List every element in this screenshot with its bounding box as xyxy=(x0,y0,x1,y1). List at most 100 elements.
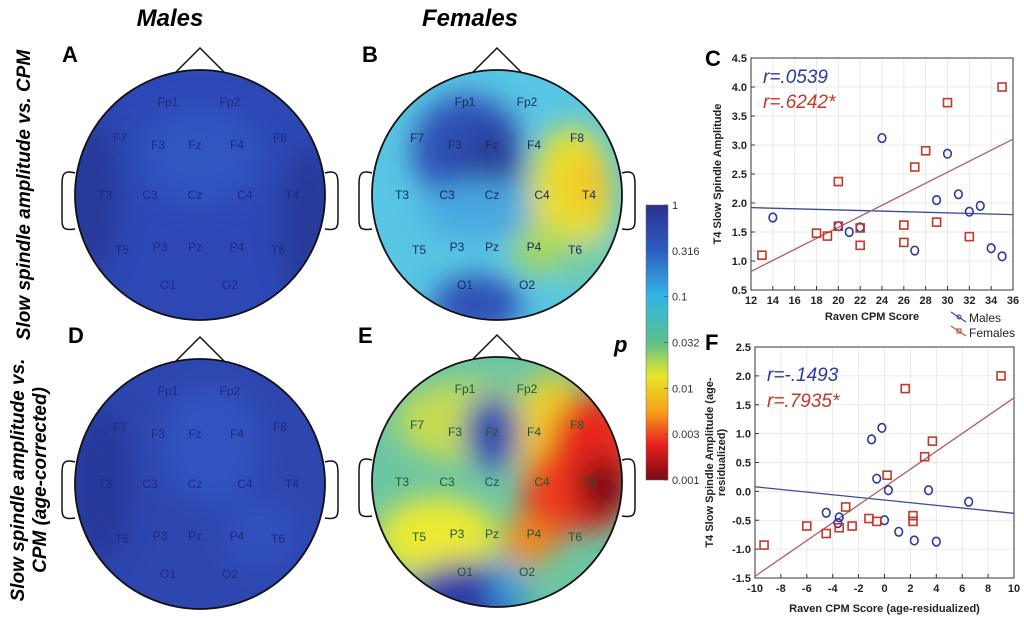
y-tick-label: -1.5 xyxy=(732,573,751,585)
legend-line-females xyxy=(950,325,967,337)
y-tick-label: 4.0 xyxy=(732,82,747,94)
data-point-females xyxy=(882,470,892,481)
p-value-region xyxy=(422,180,542,240)
electrode-label-t4: T4 xyxy=(285,477,299,491)
row-label-bottom-2: CPM (age-corrected) xyxy=(30,387,51,573)
data-point-females xyxy=(811,228,822,238)
electrode-label-o2: O2 xyxy=(222,278,238,292)
electrode-label-f3: F3 xyxy=(151,138,165,152)
x-tick-label: 20 xyxy=(832,295,844,307)
data-point-females xyxy=(997,82,1007,92)
electrode-label-fp1: Fp1 xyxy=(158,95,179,109)
topomap-e: Fp1 Fp2 F7 F3 Fz F4 F8 T3 C3 Cz C4 T4 T5 P3 Pz P4 T6 O1 O2 xyxy=(358,333,636,608)
electrode-label-p3: P3 xyxy=(450,527,465,541)
data-point-females xyxy=(833,221,844,231)
x-tick-label: 2 xyxy=(907,583,913,595)
p-value-region xyxy=(577,457,622,517)
data-point-females xyxy=(855,223,865,233)
data-point-males xyxy=(883,485,893,496)
y-tick-label: 2.5 xyxy=(736,342,751,354)
electrode-label-c4: C4 xyxy=(534,475,550,489)
electrode-label-f4: F4 xyxy=(230,138,244,152)
title-males: Males xyxy=(137,5,204,32)
electrode-label-fz: Fz xyxy=(485,425,498,439)
electrode-label-t6: T6 xyxy=(568,530,582,544)
electrode-label-p4: P4 xyxy=(230,529,245,543)
y-tick-label: 1.5 xyxy=(732,227,747,239)
x-tick-label: 8 xyxy=(985,583,991,595)
p-value-region xyxy=(280,145,325,305)
scatter-chart-f: -10 -8 -6 -4 -2 0 2 4 6 8 10 -1.5 -1.0 -0.5 0.0 0.5 1.0 1… xyxy=(704,342,1020,615)
electrode-label-p3: P3 xyxy=(153,240,168,254)
fit-line-females xyxy=(754,397,1015,577)
electrode-label-fz: Fz xyxy=(485,138,498,152)
data-point-females xyxy=(927,436,938,446)
y-axis-label-line2: residualized) xyxy=(716,429,728,497)
y-tick-label: 2.0 xyxy=(736,371,751,383)
electrode-label-p4: P4 xyxy=(527,240,542,254)
topomap-d: Fp1 Fp2 F7 F3 Fz F4 F8 T3 C3 Cz C4 T4 T5 P3 Pz P4 T6 O1 O2 xyxy=(61,335,339,610)
nose-outline xyxy=(471,46,523,74)
ear-outline xyxy=(358,458,373,518)
data-point-males xyxy=(821,507,831,518)
y-tick-label: 3.0 xyxy=(732,140,747,152)
electrode-label-fp2: Fp2 xyxy=(220,384,241,398)
data-point-females xyxy=(900,383,911,394)
data-point-males xyxy=(866,434,877,445)
y-tick-label: 0.5 xyxy=(736,458,751,470)
electrode-label-t3: T3 xyxy=(395,475,409,489)
electrode-label-p3: P3 xyxy=(153,529,168,543)
p-value-region xyxy=(75,115,120,275)
data-point-males xyxy=(953,189,964,200)
panel-letter-c: C xyxy=(705,46,721,71)
nose-outline xyxy=(471,333,523,361)
data-point-males xyxy=(986,243,996,254)
topomap-a: Fp1 Fp2 F7 F3 Fz F4 F8 T3 C3 Cz C4 T4 T5 P3 Pz P4 T6 O1 O2 xyxy=(61,46,339,321)
x-tick-label: 22 xyxy=(854,295,866,307)
x-tick-label: -10 xyxy=(747,583,763,595)
data-point-females xyxy=(833,176,844,187)
electrode-label-fp1: Fp1 xyxy=(158,384,179,398)
data-point-males xyxy=(942,148,953,159)
legend-line-males xyxy=(950,311,967,323)
electrode-label-c3: C3 xyxy=(439,188,455,202)
data-point-females xyxy=(920,146,931,156)
electrode-label-o2: O2 xyxy=(222,567,238,581)
data-point-females xyxy=(821,528,832,539)
colorbar-tick-label: 0.1 xyxy=(672,292,687,304)
electrode-label-f4: F4 xyxy=(527,138,541,152)
data-point-males xyxy=(909,535,919,546)
colorbar-label: p xyxy=(613,332,627,357)
electrode-label-pz: Pz xyxy=(485,240,499,254)
data-point-females xyxy=(840,502,851,512)
electrode-label-t5: T5 xyxy=(115,532,129,546)
data-point-females xyxy=(996,371,1006,381)
topomap-b: Fp1 Fp2 F7 F3 Fz F4 F8 T3 C3 Cz C4 T4 T5 P3 Pz P4 T6 O1 O2 xyxy=(358,46,636,321)
data-point-females xyxy=(899,220,909,230)
electrode-label-t5: T5 xyxy=(412,530,426,544)
p-value-region xyxy=(75,404,130,564)
electrode-label-pz: Pz xyxy=(188,529,202,543)
data-point-females xyxy=(964,231,975,242)
x-tick-label: 16 xyxy=(789,295,801,307)
electrode-label-cz: Cz xyxy=(188,188,203,202)
data-point-males xyxy=(923,485,934,496)
data-point-females xyxy=(908,516,918,527)
x-tick-label: 10 xyxy=(1008,583,1020,595)
data-point-males xyxy=(964,496,974,507)
title-females: Females xyxy=(422,5,518,32)
data-point-males xyxy=(931,536,941,547)
ear-outline xyxy=(61,171,76,231)
x-tick-label: 34 xyxy=(985,295,998,307)
electrode-label-t5: T5 xyxy=(115,243,129,257)
panel-letter-a: A xyxy=(62,42,78,67)
electrode-label-f7: F7 xyxy=(410,418,424,432)
x-tick-label: -8 xyxy=(776,583,786,595)
row-label-bottom-1: Slow spindle amplitude vs. xyxy=(8,359,29,602)
y-tick-label: 3.5 xyxy=(732,111,747,123)
scatter-chart-c: 12 14 16 18 20 22 24 26 28 30 32 34 36 0.5 1.0 1.5 2.0 2.… xyxy=(712,53,1019,323)
nose-outline xyxy=(174,335,226,363)
r-value-females: r=.7935* xyxy=(767,391,840,412)
